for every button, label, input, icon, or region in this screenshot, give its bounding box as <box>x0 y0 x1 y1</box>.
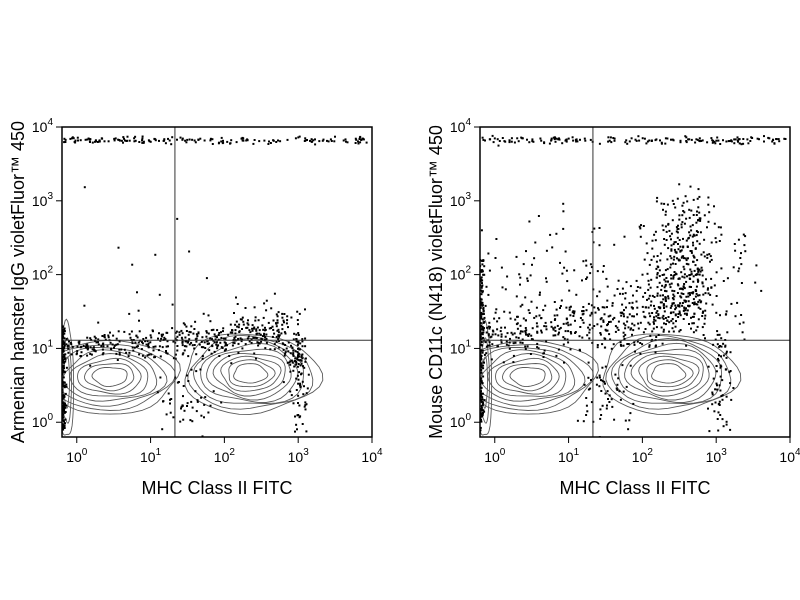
contour-ring <box>62 337 73 424</box>
contour-ring <box>651 363 687 384</box>
contour-ring <box>84 363 135 392</box>
x-axis-title-right-plot: MHC Class II FITC <box>559 478 711 498</box>
y-tick-label: 102 <box>32 265 54 283</box>
contour-ring <box>228 359 276 388</box>
contour-ring <box>206 348 292 401</box>
contour-ring <box>495 357 560 395</box>
contour-ring <box>212 353 286 397</box>
contour-ring <box>480 337 491 424</box>
contour-ring <box>200 342 299 403</box>
plot-border <box>61 126 373 438</box>
scatter-dots-layer <box>480 134 787 437</box>
y-tick-label: 100 <box>32 412 54 430</box>
contour-ring <box>62 344 176 411</box>
contour-ring <box>480 344 594 411</box>
x-tick-label: 103 <box>288 447 310 465</box>
y-tick-label: 104 <box>450 117 472 135</box>
x-tick-label: 100 <box>66 447 88 465</box>
contour-ring <box>233 363 269 384</box>
x-tick-label: 100 <box>484 447 506 465</box>
y-tick-label: 102 <box>450 265 472 283</box>
contour-ring <box>192 338 305 404</box>
x-tick-label: 102 <box>632 447 654 465</box>
contour-ring <box>605 334 732 410</box>
x-tick-label: 104 <box>361 447 383 465</box>
contour-ring <box>630 353 704 397</box>
contour-ring <box>62 318 75 436</box>
y-tick-label: 104 <box>32 117 54 135</box>
contour-ring <box>480 318 493 436</box>
contour-ring <box>62 347 168 407</box>
contour-ring <box>77 357 142 395</box>
y-tick-label: 101 <box>32 338 54 356</box>
axis-ticks: 100 101 102 103 104 100 101 102 103 104 <box>450 117 800 465</box>
x-tick-label: 101 <box>140 447 162 465</box>
contour-ring <box>187 334 314 410</box>
y-tick-label: 101 <box>450 338 472 356</box>
contour-ring <box>618 342 717 403</box>
contour-ring <box>487 353 567 397</box>
plot-right: 100 101 102 103 104 100 101 102 103 104 <box>450 117 800 465</box>
y-tick-label: 100 <box>450 412 472 430</box>
contour-ring <box>638 355 700 392</box>
plot-border <box>479 126 791 438</box>
x-tick-label: 104 <box>779 447 800 465</box>
x-axis-title-left-plot: MHC Class II FITC <box>141 478 293 498</box>
contour-ring <box>509 366 546 388</box>
contour-ring <box>646 359 694 388</box>
scatter-dots-layer <box>62 135 368 437</box>
plot-left: 100 101 102 103 104 100 101 102 103 104 <box>32 117 383 465</box>
contour-layer <box>62 318 324 436</box>
y-tick-label: 103 <box>450 191 472 209</box>
contour-ring <box>480 339 599 415</box>
contour-ring <box>502 363 553 392</box>
contour-ring <box>91 366 128 388</box>
contour-ring <box>69 353 149 397</box>
x-tick-label: 103 <box>706 447 728 465</box>
x-tick-label: 102 <box>214 447 236 465</box>
x-tick-label: 101 <box>558 447 580 465</box>
contour-ring <box>62 339 181 415</box>
y-tick-label: 103 <box>32 191 54 209</box>
contour-ring <box>624 348 710 401</box>
contour-ring <box>480 347 586 407</box>
contour-ring <box>220 355 282 392</box>
y-axis-title-left-plot: Armenian hamster IgG violetFluor™ 450 <box>8 120 28 444</box>
contour-ring <box>610 338 723 404</box>
y-axis-title-right-plot: Mouse CD11c (N418) violetFluor™ 450 <box>426 125 446 439</box>
